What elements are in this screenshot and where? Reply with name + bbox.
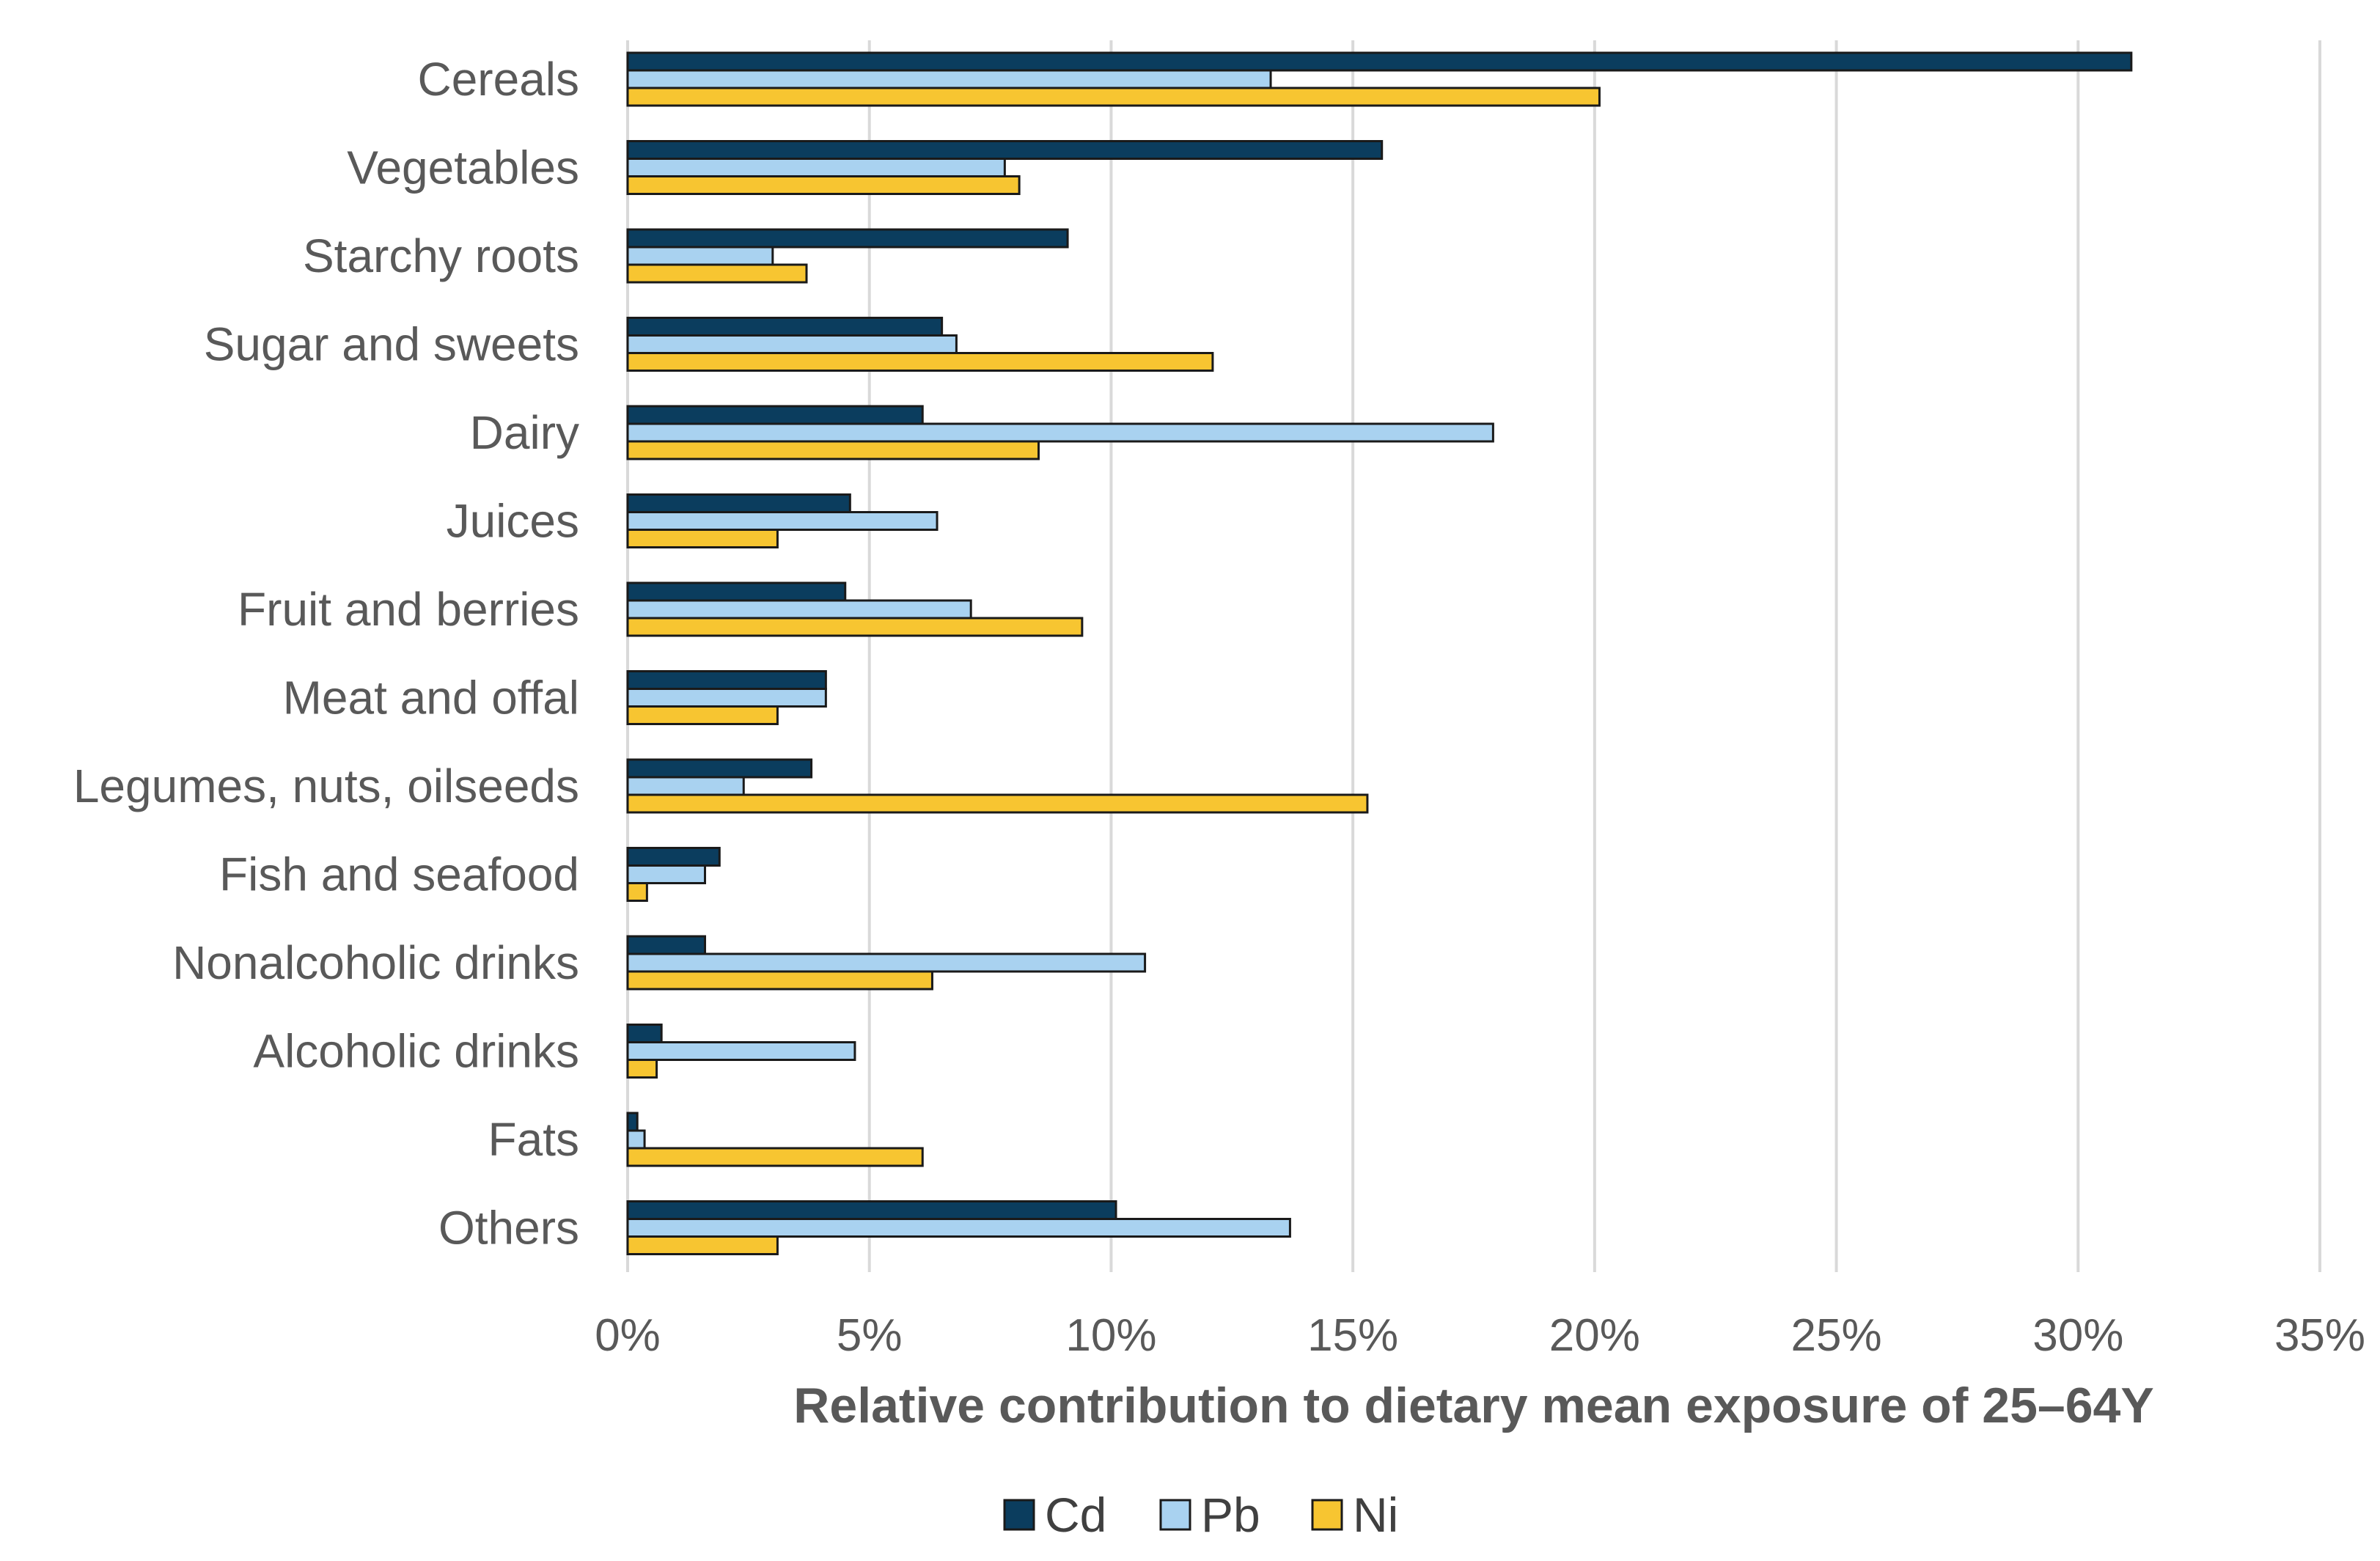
x-tick-label: 20%	[1549, 1310, 1640, 1361]
category-label: Cereals	[417, 53, 579, 106]
bar-pb-juices	[626, 511, 939, 531]
x-tick-label: 15%	[1307, 1310, 1398, 1361]
bar-ni-vegetables	[626, 175, 1021, 195]
category-label: Fish and seafood	[219, 848, 579, 901]
bar-ni-sugar-and-sweets	[626, 352, 1214, 372]
x-tick-label: 30%	[2032, 1310, 2123, 1361]
legend: Cd Pb Ni	[1003, 1488, 1398, 1542]
x-tick-label: 25%	[1791, 1310, 1882, 1361]
category-label: Fruit and berries	[238, 583, 579, 636]
legend-swatch-pb	[1159, 1499, 1191, 1531]
bar-pb-others	[626, 1218, 1291, 1238]
bar-cd-nonalcoholic-drinks	[626, 935, 707, 955]
x-tick-labels: 0% 5% 10% 15% 20% 25% 30% 35%	[595, 1310, 2365, 1361]
x-tick-label: 35%	[2274, 1310, 2365, 1361]
bar-cd-cereals	[626, 51, 2133, 72]
bar-cd-others	[626, 1200, 1117, 1220]
bar-cd-juices	[626, 493, 851, 513]
x-tick-label: 0%	[595, 1310, 661, 1361]
bar-ni-dairy	[626, 440, 1040, 460]
bar-cd-alcoholic-drinks	[626, 1024, 663, 1043]
category-label: Others	[438, 1202, 579, 1255]
bar-pb-fats	[626, 1129, 646, 1150]
bar-cd-dairy	[626, 405, 924, 425]
x-tick-label: 10%	[1065, 1310, 1156, 1361]
category-label: Vegetables	[347, 142, 579, 194]
bar-pb-alcoholic-drinks	[626, 1041, 856, 1061]
legend-label-cd: Cd	[1045, 1488, 1106, 1542]
bar-pb-fish-and-seafood	[626, 864, 707, 884]
bar-ni-cereals	[626, 87, 1601, 107]
legend-label-pb: Pb	[1201, 1488, 1260, 1542]
category-label: Juices	[447, 495, 579, 548]
bar-pb-legumes-nuts-oilseeds	[626, 776, 745, 796]
x-axis-title: Relative contribution to dietary mean ex…	[793, 1378, 2153, 1433]
bar-cd-starchy-roots	[626, 228, 1069, 249]
bar-ni-others	[626, 1235, 779, 1255]
category-label: Meat and offal	[283, 672, 579, 724]
bar-pb-cereals	[626, 69, 1272, 89]
category-label: Nonalcoholic drinks	[172, 936, 579, 989]
category-label: Fats	[488, 1113, 579, 1166]
legend-swatch-ni	[1311, 1499, 1343, 1531]
bar-cd-fats	[626, 1112, 639, 1132]
bar-pb-nonalcoholic-drinks	[626, 952, 1147, 973]
bar-cd-sugar-and-sweets	[626, 317, 944, 337]
bar-cd-fish-and-seafood	[626, 847, 721, 867]
category-label: Sugar and sweets	[204, 318, 579, 371]
bars	[626, 51, 2133, 1255]
bar-cd-fruit-and-berries	[626, 581, 847, 602]
bar-pb-sugar-and-sweets	[626, 334, 958, 354]
bar-ni-fish-and-seafood	[626, 882, 648, 902]
bar-ni-nonalcoholic-drinks	[626, 970, 933, 991]
category-label: Dairy	[470, 406, 579, 459]
bar-cd-meat-and-offal	[626, 670, 827, 690]
bar-pb-dairy	[626, 422, 1494, 443]
bar-pb-starchy-roots	[626, 246, 774, 266]
bar-pb-vegetables	[626, 158, 1006, 177]
bar-ni-alcoholic-drinks	[626, 1059, 658, 1079]
category-labels: Cereals Vegetables Starchy roots Sugar and …	[73, 53, 579, 1255]
category-label: Legumes, nuts, oilseeds	[73, 760, 579, 812]
legend-swatch-cd	[1003, 1499, 1035, 1531]
bar-ni-fats	[626, 1147, 924, 1167]
category-label: Alcoholic drinks	[253, 1025, 579, 1078]
category-label: Starchy roots	[303, 229, 579, 282]
gridlines	[626, 40, 2321, 1272]
bar-ni-meat-and-offal	[626, 705, 779, 725]
bar-ni-legumes-nuts-oilseeds	[626, 793, 1369, 814]
bar-pb-fruit-and-berries	[626, 599, 972, 620]
bar-cd-vegetables	[626, 140, 1384, 160]
bar-ni-juices	[626, 529, 779, 548]
bar-ni-fruit-and-berries	[626, 617, 1084, 637]
legend-label-ni: Ni	[1353, 1488, 1398, 1542]
x-tick-label: 5%	[837, 1310, 903, 1361]
bar-cd-legumes-nuts-oilseeds	[626, 758, 813, 779]
bar-pb-meat-and-offal	[626, 688, 827, 708]
bar-ni-starchy-roots	[626, 263, 808, 284]
